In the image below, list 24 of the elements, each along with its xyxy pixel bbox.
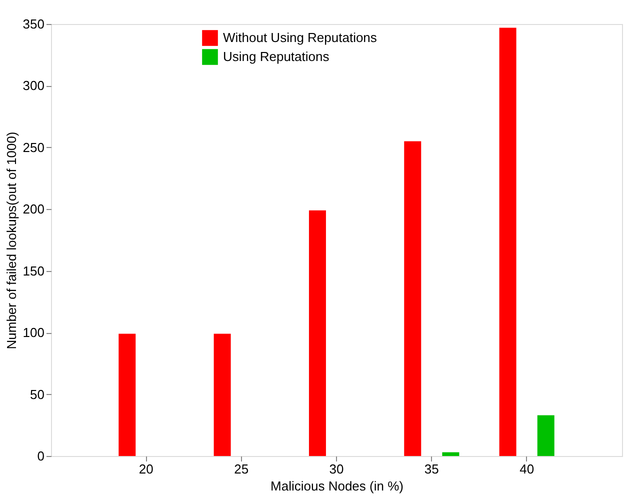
y-tick-label: 0	[37, 448, 44, 464]
bar	[537, 415, 554, 456]
legend-label: Without Using Reputations	[223, 30, 378, 45]
x-axis-title: Malicious Nodes (in %)	[270, 478, 404, 494]
bar	[404, 141, 422, 456]
y-tick-label: 150	[22, 263, 44, 278]
x-tick-label: 25	[234, 462, 249, 476]
y-tick-label: 250	[22, 140, 44, 155]
bar	[308, 210, 326, 456]
y-tick-label: 350	[22, 16, 44, 32]
bar	[214, 334, 231, 456]
x-tick-label: 30	[329, 462, 344, 476]
y-tick-label: 50	[30, 386, 44, 402]
bar	[499, 28, 516, 456]
y-axis-title: Number of failed lookups(out of 1000)	[4, 132, 19, 350]
y-tick-label: 200	[22, 202, 44, 217]
x-tick-label: 40	[520, 462, 534, 476]
bar	[118, 334, 136, 456]
legend-label: Using Reputations	[223, 49, 330, 64]
y-tick-label: 100	[22, 325, 44, 340]
y-tick-label: 300	[22, 78, 44, 94]
bar	[442, 452, 460, 456]
x-tick-label: 20	[138, 462, 154, 476]
x-tick-label: 35	[424, 462, 439, 476]
